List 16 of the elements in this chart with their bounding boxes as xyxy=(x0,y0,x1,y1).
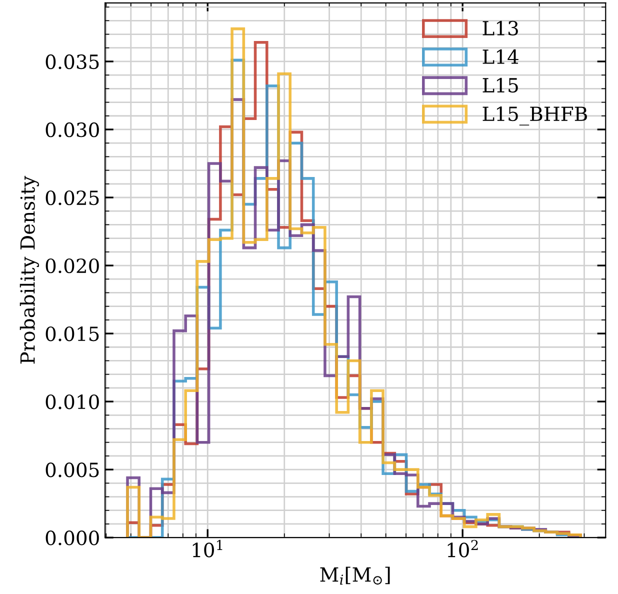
y-tick-label: 0.020 xyxy=(46,258,99,274)
x-tick-label: 10$^{1}$ xyxy=(192,540,222,558)
y-tick-label: 0.035 xyxy=(46,54,99,70)
y-tick-label: 0.030 xyxy=(46,122,99,138)
legend-label: L14 xyxy=(482,49,518,64)
x-axis-title: M$_{i}$[M$_{⊙}$] xyxy=(320,566,390,585)
y-axis-title: Probability Density xyxy=(20,176,39,364)
y-tick-label: 0.015 xyxy=(46,326,99,342)
legend-label: L15_BHFB xyxy=(482,106,587,126)
y-tick-label: 0.005 xyxy=(46,462,99,478)
x-tick-label: 10$^{2}$ xyxy=(448,540,478,558)
legend-label: L15 xyxy=(482,78,518,93)
legend-label: L13 xyxy=(482,20,518,36)
y-tick-label: 0.010 xyxy=(46,394,99,410)
y-tick-label: 0.000 xyxy=(46,530,99,546)
y-tick-label: 0.025 xyxy=(46,190,99,206)
